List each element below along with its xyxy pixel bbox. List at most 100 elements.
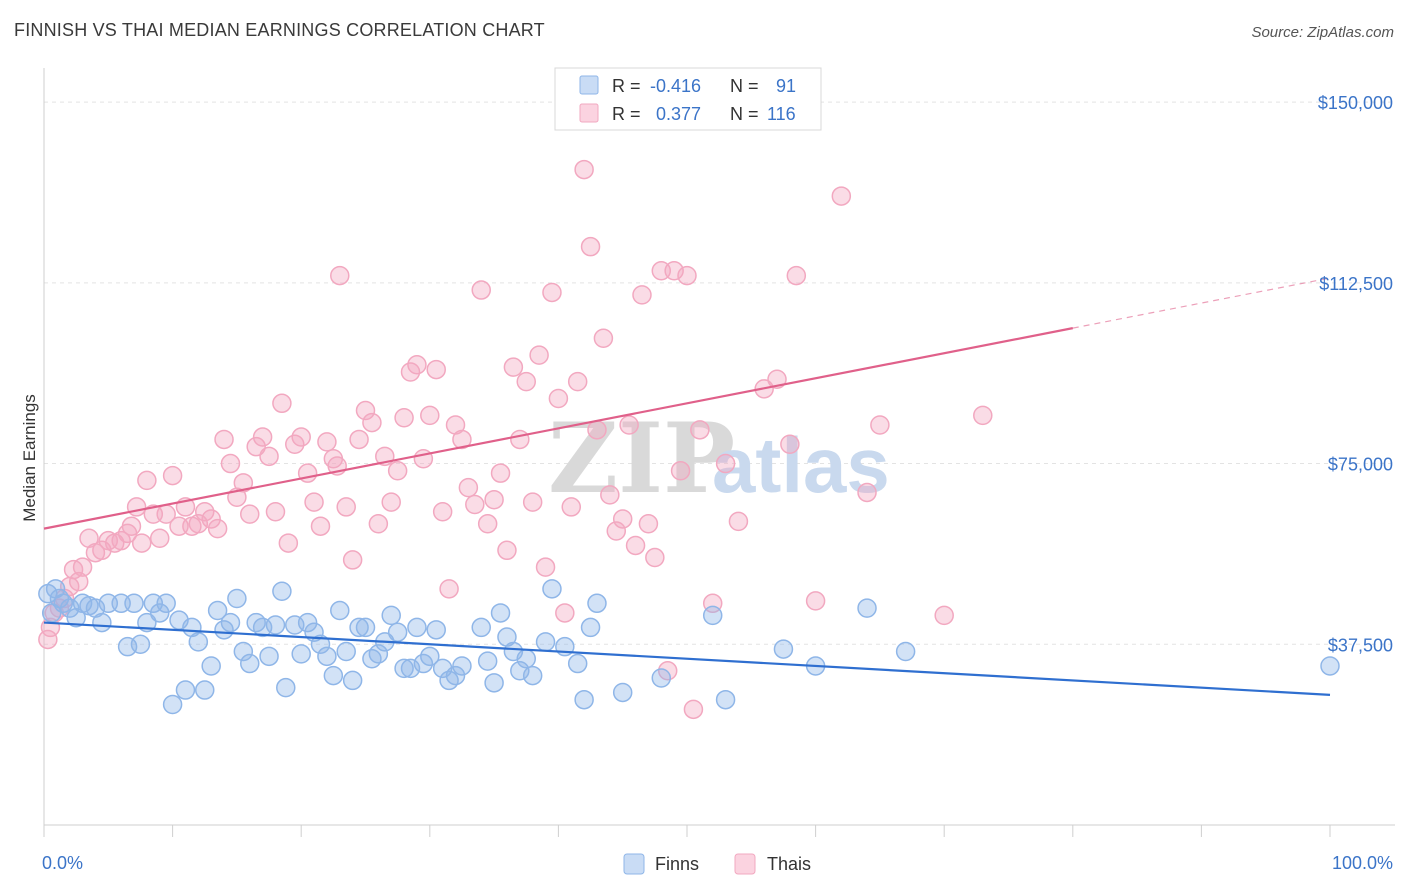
trend-lines [43,277,1331,696]
legend-n-value-thais: 116 [767,104,796,124]
point-finns-65 [452,656,472,676]
point-thais-47 [317,432,337,452]
point-finns-46 [330,600,350,621]
grid-lines [44,101,1395,645]
point-thais-66 [432,501,453,522]
point-finns-25 [195,680,215,700]
series-finns-points [38,579,1340,715]
point-thais-31 [214,429,234,450]
point-thais-98 [638,514,659,534]
point-thais-53 [349,429,369,450]
point-finns-29 [220,612,241,633]
point-thais-45 [304,492,324,512]
point-thais-54 [355,400,376,421]
point-thais-50 [330,265,350,286]
point-thais-97 [632,285,652,305]
trend-line-extension-thais [1072,277,1331,329]
point-thais-65 [426,359,446,380]
point-finns-58 [407,617,427,638]
point-finns-31 [233,641,254,662]
point-thais-92 [600,485,620,505]
point-thais-51 [336,497,356,517]
point-thais-91 [593,328,614,348]
point-finns-52 [368,644,389,664]
point-thais-55 [362,412,382,433]
point-thais-109 [728,511,749,532]
point-finns-84 [702,605,723,626]
point-thais-87 [567,371,588,392]
point-finns-76 [542,579,562,599]
point-thais-34 [233,473,254,493]
point-finns-10 [92,612,112,633]
point-finns-44 [317,646,337,667]
point-thais-64 [420,405,440,426]
point-thais-81 [529,345,549,365]
point-finns-90 [1320,656,1340,676]
point-finns-18 [149,603,170,623]
point-thais-73 [477,514,498,534]
point-thais-67 [439,579,459,599]
point-thais-16 [121,516,142,536]
point-thais-117 [870,415,890,435]
point-thais-7 [68,571,89,592]
point-finns-83 [651,668,672,688]
watermark-atlas: atlas [712,421,890,509]
legend-swatch-finns [579,75,599,95]
point-thais-78 [510,429,530,450]
point-finns-85 [715,689,736,710]
point-finns-19 [156,593,176,614]
point-thais-106 [690,420,710,440]
legend-r-value-thais: 0.377 [656,104,701,124]
chart-title: FINNISH VS THAI MEDIAN EARNINGS CORRELAT… [14,20,545,40]
point-thais-38 [259,446,279,467]
point-finns-66 [471,617,491,638]
point-thais-104 [677,265,697,286]
point-finns-20 [162,694,183,715]
point-thais-41 [278,533,299,553]
point-finns-82 [612,682,633,703]
point-finns-26 [201,656,221,676]
point-thais-37 [252,427,273,447]
point-finns-48 [342,670,363,691]
point-thais-36 [246,436,266,457]
point-thais-113 [786,265,807,286]
point-finns-45 [323,665,344,686]
point-finns-27 [207,600,228,621]
point-finns-81 [587,593,607,614]
point-finns-88 [857,598,877,618]
point-finns-56 [394,658,414,679]
point-thais-79 [516,371,536,392]
y-tick-label-1: $75,000 [1328,455,1393,475]
y-axis-label: Median Earnings [20,394,39,522]
bottom-legend-swatch-finns [623,853,645,875]
point-thais-85 [555,603,575,623]
y-tick-label-3: $150,000 [1318,93,1393,113]
point-thais-103 [670,461,691,481]
point-finns-68 [484,673,504,693]
point-thais-82 [535,557,556,577]
point-thais-94 [612,509,633,529]
bottom-legend-swatch-thais [734,853,756,875]
point-finns-40 [291,644,311,664]
series-legend: Finns Thais [623,853,811,875]
point-finns-15 [130,634,151,655]
point-finns-47 [336,641,356,662]
y-tick-label-0: $37,500 [1328,635,1393,655]
point-thais-35 [240,504,260,524]
x-tick-label-0: 0.0% [42,853,83,873]
point-thais-75 [490,463,511,483]
point-thais-69 [452,429,472,450]
point-thais-99 [645,547,665,568]
point-finns-24 [188,632,209,652]
bottom-legend-label-thais: Thais [767,854,811,874]
legend-n-label-thais: N = [730,104,759,124]
point-thais-40 [272,393,292,414]
point-finns-78 [567,653,588,674]
point-thais-39 [265,501,286,522]
point-thais-90 [587,420,607,440]
point-finns-75 [535,632,556,652]
point-thais-83 [542,282,562,303]
point-thais-89 [580,236,601,257]
x-tick-labels: 0.0% 100.0% [42,853,1393,873]
